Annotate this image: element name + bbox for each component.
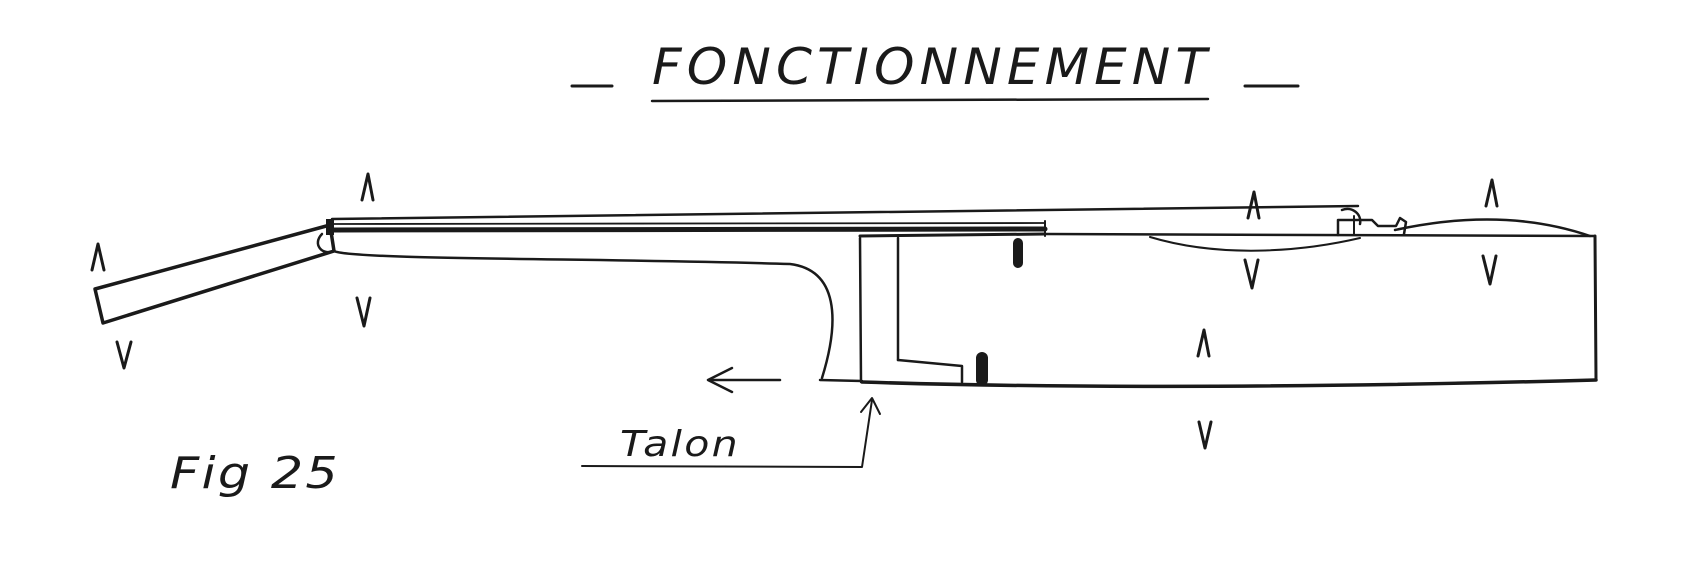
pin-lower [976,352,988,386]
figure-caption: Fig 25 [170,448,340,499]
marker-down-reed [1481,254,1498,286]
marker-up-body [1196,328,1211,358]
latch-block [1336,216,1408,237]
key-pivot-block [326,219,334,235]
motion-arrow [706,366,782,394]
marker-down-rail [355,296,372,328]
key-lever-hinge-curve [316,232,336,254]
talon-label: Talon [620,424,740,465]
main-body [860,218,1598,389]
latch-hook [1340,207,1362,226]
key-lever-body [93,223,336,325]
vibration-markers [90,172,1499,450]
talon-leader-line [581,399,873,468]
motion-arrow-head [706,366,734,394]
reed-curve [1393,218,1592,238]
key-lever [93,219,336,325]
talon-arrow-head [860,397,881,415]
marker-down-body [1197,420,1213,450]
marker-up-lever [90,242,106,272]
latch [1336,207,1408,237]
upper-rail-top-line [330,204,1360,221]
page-title: FONCTIONNEMENT [652,38,1212,96]
spring-curve [1149,236,1361,252]
pin-upper [1013,238,1023,268]
marker-up-reed [1484,178,1499,208]
marker-up-rail [360,172,375,202]
heel-post-top [858,232,1047,238]
talon-callout: Talon [581,397,881,468]
heel-step [896,358,964,384]
main-body-right [1593,234,1598,382]
upper-rail-mid-line [333,222,1046,225]
neck-hook-curve [332,249,834,380]
neck-hook [332,249,864,383]
main-body-bottom [860,378,1598,389]
upper-rail-lower-line [331,226,1048,233]
pins [976,238,1023,386]
heel-post [858,232,1047,384]
main-body-top [1043,232,1597,238]
heel-post-left [858,236,863,384]
marker-down-spring [1243,258,1260,290]
neck-base-line [818,378,864,383]
marker-down-lever [115,340,133,370]
marker-up-spring [1246,190,1261,220]
upper-rail [330,204,1360,237]
title-underline [650,97,1210,103]
title-group: FONCTIONNEMENT [570,38,1300,103]
